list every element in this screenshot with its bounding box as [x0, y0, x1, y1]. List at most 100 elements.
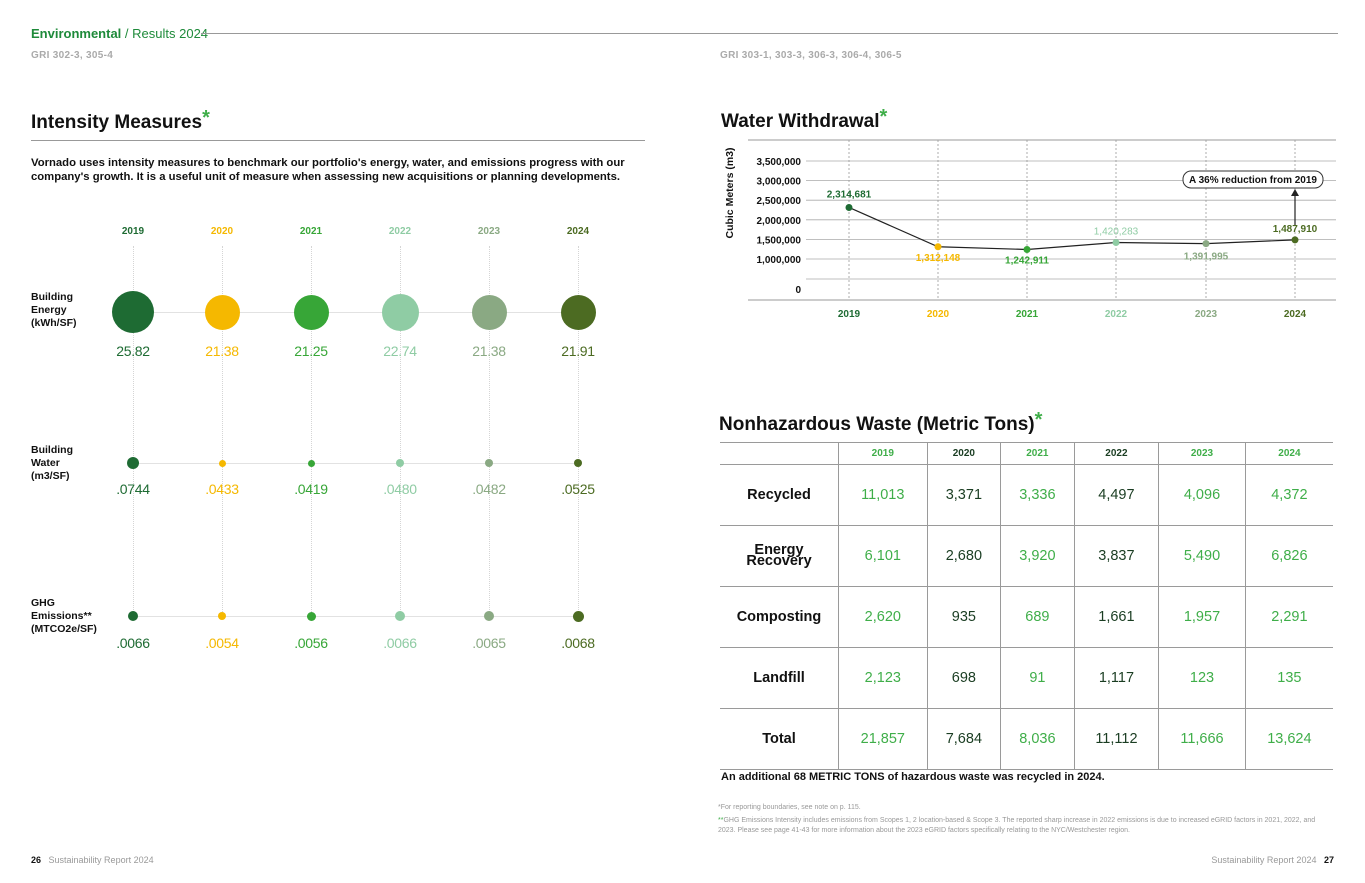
intensity-dot — [306, 611, 316, 621]
table-cell: 4,372 — [1245, 464, 1333, 526]
table-row-label: Composting — [720, 586, 839, 648]
gri-left: GRI 302-3, 305-4 — [31, 50, 114, 61]
year-header: 2024 — [566, 226, 590, 237]
intensity-dot — [560, 294, 596, 330]
y-tick-label: 3,500,000 — [757, 157, 802, 168]
intro-paragraph: Vornado uses intensity measures to bench… — [31, 157, 625, 183]
table-row-label: Total — [720, 708, 839, 770]
waste-table: 2019 2020 2021 2022 2023 2024 Recycled 11,013 3,… — [720, 442, 1333, 770]
intensity-value: .0480 — [383, 481, 417, 497]
water-chart: Cubic Meters (m3) 3,500,000 3,000,000 2,500… — [724, 139, 1336, 320]
year-header: 2022 — [388, 226, 412, 237]
table-year-header: 2019 — [838, 442, 928, 465]
y-tick-label: 3,000,000 — [757, 177, 802, 188]
intensity-value: .0054 — [205, 635, 239, 651]
table-cell: 13,624 — [1245, 708, 1333, 770]
intensity-dot — [396, 459, 404, 467]
table-cell: 5,490 — [1158, 525, 1246, 587]
intensity-value: 25.82 — [116, 343, 150, 359]
table-row-label: Energy Recovery — [720, 525, 839, 587]
row-label-line: Emissions** — [31, 610, 92, 622]
guide-line — [133, 246, 134, 616]
table-cell: 1,117 — [1074, 647, 1160, 709]
guide-line — [400, 246, 401, 616]
footnote-1: *For reporting boundaries, see note on p… — [718, 804, 861, 811]
intensity-value: .0419 — [294, 481, 328, 497]
table-cell: 1,957 — [1158, 586, 1246, 648]
data-point — [934, 243, 942, 251]
table-cell: 4,497 — [1074, 464, 1160, 526]
table-year-header: 2020 — [927, 442, 1002, 465]
title-rule — [31, 140, 645, 141]
annotation-arrowhead — [1291, 189, 1299, 196]
data-point — [845, 203, 853, 211]
table-cell: 698 — [927, 647, 1002, 709]
guide-line — [311, 246, 312, 616]
table-cell: 3,336 — [1000, 464, 1075, 526]
table-row: Recycled 11,013 3,371 3,336 4,497 4,096 4,372 — [720, 464, 1333, 526]
table-corner — [720, 442, 839, 465]
intensity-dot — [395, 611, 405, 621]
table-cell: 91 — [1000, 647, 1075, 709]
table-row: Total 21,857 7,684 8,036 11,112 11,666 13,624 — [720, 708, 1333, 770]
data-label: 2,314,681 — [827, 189, 872, 200]
intensity-dot — [471, 294, 507, 330]
year-header: 2019 — [121, 226, 145, 237]
waste-title-text: Nonhazardous Waste (Metric Tons) — [719, 414, 1035, 435]
data-point — [1202, 240, 1210, 248]
intensity-title-text: Intensity Measures — [31, 112, 203, 133]
x-tick-label: 2019 — [838, 309, 861, 320]
intensity-dot — [293, 294, 329, 330]
intensity-dot — [574, 459, 582, 467]
guide-line — [489, 246, 490, 616]
year-header: 2021 — [299, 226, 323, 237]
intensity-value: .0066 — [116, 635, 150, 651]
table-cell: 11,112 — [1074, 708, 1160, 770]
intensity-dot — [128, 611, 138, 621]
series-line — [848, 206, 1296, 251]
table-row-label: Recycled — [720, 464, 839, 526]
header-rule — [201, 33, 1338, 34]
table-cell: 135 — [1245, 647, 1333, 709]
x-tick-label: 2021 — [1016, 309, 1039, 320]
footer-left-text: Sustainability Report 2024 — [48, 855, 154, 865]
intensity-dot — [307, 459, 315, 467]
year-header: 2020 — [210, 226, 234, 237]
data-point — [1023, 245, 1031, 253]
table-year-header: 2024 — [1245, 442, 1333, 465]
intensity-dot — [484, 611, 494, 621]
water-title-text: Water Withdrawal — [721, 111, 880, 132]
footer-left: 26 Sustainability Report 2024 — [31, 855, 154, 865]
intensity-value: .0525 — [561, 481, 595, 497]
intensity-value: .0068 — [561, 635, 595, 651]
row-line — [133, 463, 578, 464]
intensity-dot — [112, 291, 154, 333]
row-label: Building Water (m3/SF) — [31, 444, 73, 483]
row-label-line: (m3/SF) — [31, 470, 70, 482]
intensity-value: .0065 — [472, 635, 506, 651]
y-tick-label: 2,000,000 — [757, 216, 802, 227]
x-tick-label: 2023 — [1195, 309, 1218, 320]
table-cell: 11,013 — [838, 464, 928, 526]
x-tick-label: 2022 — [1105, 309, 1128, 320]
annotation-box — [1182, 170, 1324, 189]
y-tick-label: 0 — [795, 285, 801, 296]
intensity-value: 21.38 — [472, 343, 506, 359]
page-number-left: 26 — [31, 855, 42, 865]
intensity-value: 21.38 — [205, 343, 239, 359]
table-year-header: 2022 — [1074, 442, 1160, 465]
y-tick-label: 1,500,000 — [757, 235, 802, 246]
table-row: Energy Recovery 6,101 2,680 3,920 3,837 5,490… — [720, 525, 1333, 587]
data-point — [1291, 236, 1299, 244]
table-cell: 2,620 — [838, 586, 928, 648]
table-cell: 3,837 — [1074, 525, 1160, 587]
table-cell: 4,096 — [1158, 464, 1246, 526]
waste-asterisk: * — [1034, 409, 1043, 431]
row-label: GHG Emissions** (MTCO2e/SF) — [31, 597, 97, 636]
row-label-line: Building — [31, 444, 73, 456]
intensity-value: .0056 — [294, 635, 328, 651]
row-label-line: (MTCO2e/SF) — [31, 623, 97, 635]
table-cell: 11,666 — [1158, 708, 1246, 770]
footer-right: Sustainability Report 2024 27 — [1211, 855, 1334, 865]
y-axis-label: Cubic Meters (m3) — [724, 147, 736, 238]
